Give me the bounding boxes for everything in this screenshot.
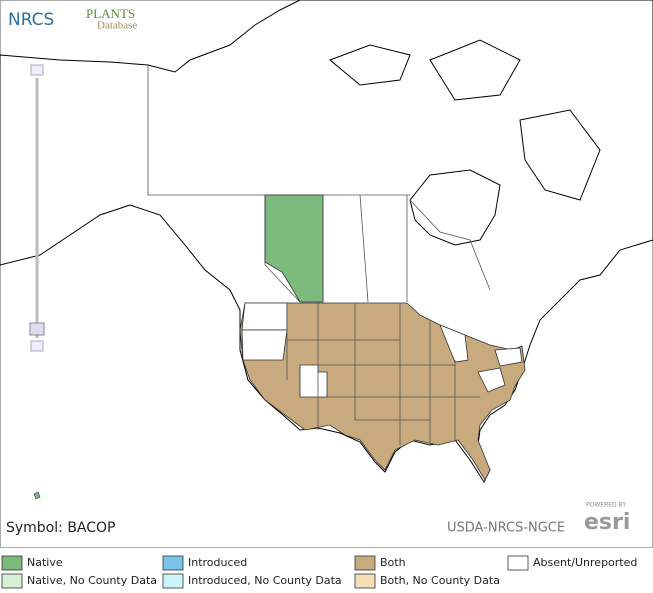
legend-swatch (354, 573, 376, 589)
state-lines (286, 303, 480, 445)
legend-label: Introduced, No County Data (188, 574, 342, 587)
legend-swatch (162, 573, 184, 589)
logo-nrcs: NRCS (8, 10, 54, 30)
legend-swatch (354, 555, 376, 571)
hudson-bay (409, 169, 501, 246)
esri-powered: POWERED BY (586, 502, 626, 509)
legend-label: Both, No County Data (380, 574, 500, 587)
hawaii-native (33, 491, 41, 500)
legend-swatch (1, 555, 23, 571)
alberta-native (264, 194, 324, 303)
credit: USDA-NRCS-NGCE (447, 521, 565, 536)
legend-label: Native, No County Data (27, 574, 157, 587)
symbol-label: Symbol: BACOP (6, 520, 116, 536)
zoom-handle[interactable] (29, 322, 45, 336)
legend-label: Native (27, 556, 63, 569)
zoom-out[interactable] (30, 340, 44, 352)
legend-swatch (507, 555, 529, 571)
legend-label: Absent/Unreported (533, 556, 637, 569)
legend-label: Introduced (188, 556, 247, 569)
esri-logo: esri (584, 510, 630, 535)
oregon-absent (241, 329, 288, 361)
legend: Native Native, No County Data Introduced In… (1, 555, 637, 589)
washington-absent (241, 302, 288, 331)
logo-database: Database (97, 20, 137, 32)
zoom-in[interactable] (30, 64, 44, 76)
legend-swatch (1, 573, 23, 589)
east-absent (439, 324, 523, 393)
legend-swatch (162, 555, 184, 571)
logo-plants: PLANTS (86, 6, 135, 21)
arctic-islands (329, 39, 601, 201)
legend-label: Both (380, 556, 406, 569)
